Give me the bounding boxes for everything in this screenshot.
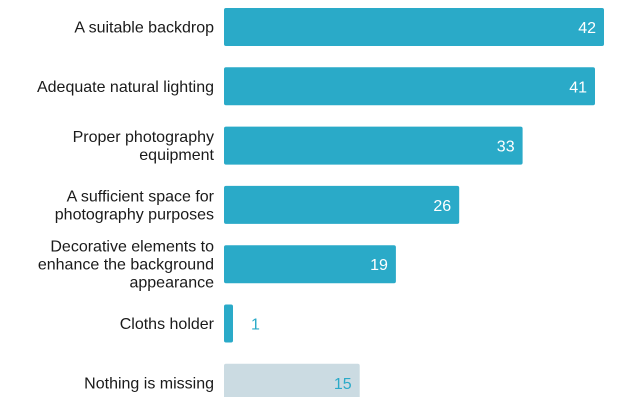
category-label-line: Cloths holder (120, 316, 215, 333)
category-label-2: Proper photography equipment (73, 129, 215, 164)
category-label-1: Adequate natural lighting (37, 79, 214, 96)
category-label-line: Proper photography (73, 129, 214, 146)
bar-0 (224, 8, 604, 46)
category-label-line: Nothing is missing (84, 375, 214, 392)
category-label-line: Adequate natural lighting (37, 79, 214, 96)
value-label-5: 1 (251, 317, 260, 334)
value-labels-group: 42 41 33 26 19 1 15 (251, 20, 596, 393)
category-label-0: A suitable backdrop (74, 20, 214, 37)
category-label-line: equipment (139, 147, 214, 164)
bar-4 (224, 245, 396, 284)
category-label-4: Decorative elements to enhance the backgr… (38, 239, 214, 292)
value-label-4: 19 (370, 257, 388, 274)
value-label-6: 15 (334, 376, 352, 393)
category-label-line: enhance the background (38, 257, 214, 274)
category-labels-group: A suitable backdrop Adequate natural ligh… (37, 20, 215, 393)
bar-3 (224, 185, 460, 224)
bar-5 (224, 304, 233, 343)
category-label-line: A sufficient space for (67, 188, 215, 205)
category-label-5: Cloths holder (120, 316, 215, 333)
category-label-6: Nothing is missing (84, 375, 214, 392)
bar-6 (224, 363, 360, 397)
value-label-0: 42 (578, 20, 596, 37)
value-label-1: 41 (569, 79, 587, 96)
category-label-line: Decorative elements to (50, 239, 214, 256)
category-label-line: photography purposes (55, 206, 214, 223)
value-label-2: 33 (497, 139, 515, 156)
category-label-3: A sufficient space for photography purpos… (55, 188, 215, 223)
bars-group (224, 8, 604, 397)
category-label-line: appearance (129, 275, 214, 292)
bar-2 (224, 126, 523, 165)
bar-1 (224, 67, 595, 106)
category-label-line: A suitable backdrop (74, 20, 214, 37)
value-label-3: 26 (433, 198, 451, 215)
